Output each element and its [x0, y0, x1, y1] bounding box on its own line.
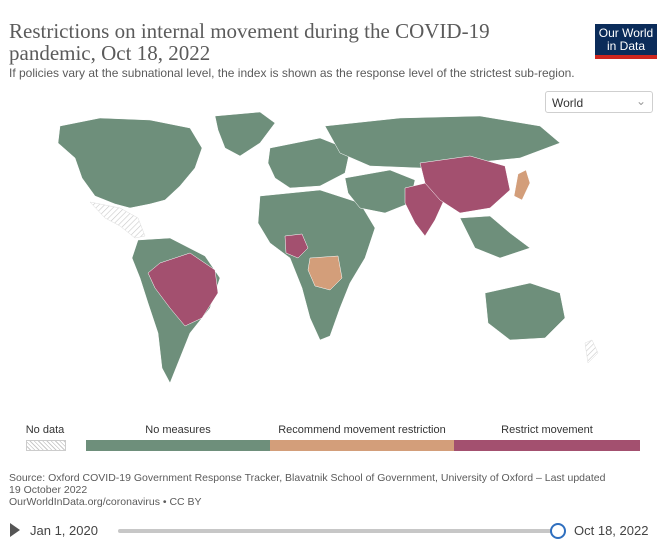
timeline-track[interactable]	[118, 529, 558, 533]
timeline-end-label: Oct 18, 2022	[574, 523, 649, 538]
region-new-zealand[interactable]	[584, 339, 599, 364]
legend-recommend-swatch	[270, 440, 454, 451]
source-line: Source: Oxford COVID-19 Government Respo…	[9, 472, 606, 496]
region-australia[interactable]	[484, 282, 566, 341]
legend-no-data-label: No data	[25, 424, 65, 436]
region-southeast-asia[interactable]	[459, 215, 531, 259]
region-mexico[interactable]	[89, 201, 146, 239]
play-icon[interactable]	[10, 523, 20, 537]
region-select[interactable]: World ⌄	[545, 91, 653, 113]
chevron-down-icon: ⌄	[635, 94, 646, 108]
region-dr-congo[interactable]	[307, 255, 343, 291]
region-middle-east[interactable]	[344, 169, 416, 214]
legend-restrict-swatch	[454, 440, 640, 451]
source-license[interactable]: OurWorldInData.org/coronavirus • CC BY	[9, 496, 202, 508]
region-brazil[interactable]	[147, 252, 219, 327]
legend-no-data-swatch	[26, 440, 66, 451]
legend-no-measures-swatch	[86, 440, 270, 451]
region-china[interactable]	[419, 155, 511, 214]
world-map	[57, 111, 599, 384]
source-note: Source: Oxford COVID-19 Government Respo…	[9, 472, 609, 508]
region-greenland[interactable]	[214, 111, 276, 157]
region-nigeria[interactable]	[284, 233, 309, 259]
chart-subtitle: If policies vary at the subnational leve…	[9, 66, 575, 80]
region-russia[interactable]	[324, 115, 561, 169]
legend-no-measures-label: No measures	[145, 424, 211, 436]
timeline-handle[interactable]	[550, 523, 566, 539]
owid-logo[interactable]: Our World in Data	[595, 24, 657, 59]
legend-recommend-label: Recommend movement restriction	[278, 424, 446, 436]
region-europe[interactable]	[267, 137, 351, 189]
region-japan[interactable]	[513, 169, 531, 201]
region-select-value: World	[552, 96, 584, 110]
timeline-start-label: Jan 1, 2020	[30, 523, 98, 538]
region-north-america[interactable]	[57, 117, 203, 209]
legend-restrict-label: Restrict movement	[501, 424, 593, 436]
chart-title: Restrictions on internal movement during…	[9, 19, 490, 65]
